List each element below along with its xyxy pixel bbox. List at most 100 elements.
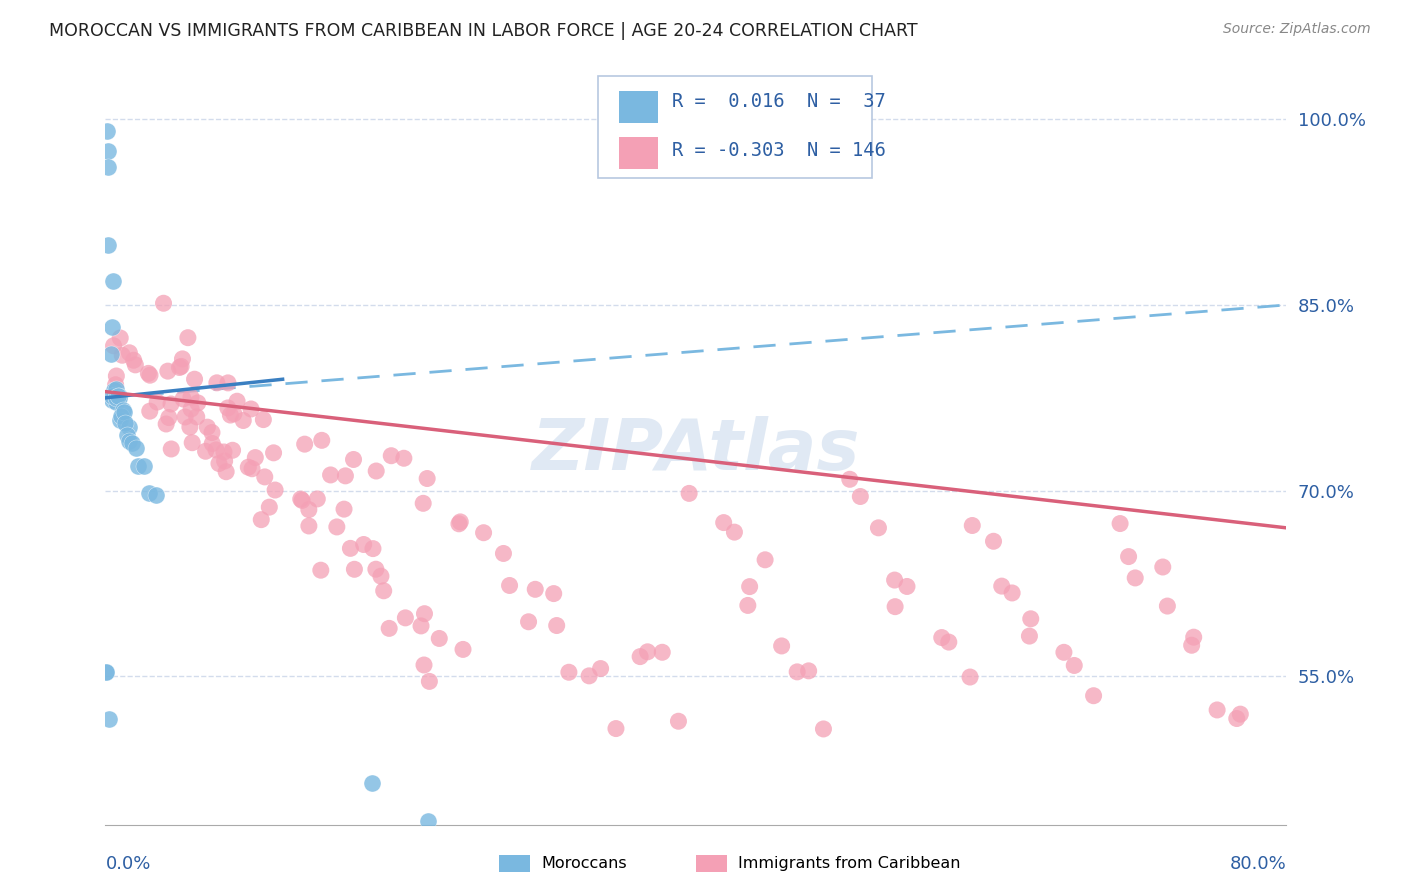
Point [177, 331, 200, 345]
Point [962, 518, 984, 533]
Point [451, 642, 474, 657]
Point [179, 420, 201, 434]
Point [105, 391, 128, 405]
Point [205, 442, 228, 457]
Point [339, 541, 361, 556]
Point [215, 465, 238, 479]
Point [122, 353, 145, 368]
Point [409, 619, 432, 633]
Point [104, 395, 127, 409]
Point [449, 515, 471, 529]
Point [124, 358, 146, 372]
Point [291, 493, 314, 508]
Point [96, 665, 118, 679]
Point [146, 395, 169, 409]
Point [111, 348, 134, 362]
Point [111, 402, 134, 417]
Text: 80.0%: 80.0% [1230, 855, 1286, 873]
Point [797, 664, 820, 678]
Point [380, 449, 402, 463]
Point [97, 160, 120, 174]
Point [713, 516, 735, 530]
Point [416, 471, 439, 485]
Point [101, 319, 124, 334]
Point [108, 389, 131, 403]
Point [103, 339, 125, 353]
Point [107, 389, 129, 403]
Point [517, 615, 540, 629]
Point [738, 580, 761, 594]
Point [157, 410, 180, 425]
Point [770, 639, 793, 653]
Point [309, 563, 332, 577]
Point [578, 669, 600, 683]
Point [884, 599, 907, 614]
Point [201, 425, 224, 440]
Point [100, 347, 122, 361]
Point [813, 722, 835, 736]
Point [250, 513, 273, 527]
Point [115, 428, 138, 442]
Point [194, 444, 217, 458]
Point [394, 611, 416, 625]
Point [558, 665, 581, 680]
Point [605, 722, 627, 736]
Point [125, 442, 148, 456]
Point [335, 468, 357, 483]
Point [183, 372, 205, 386]
Point [145, 488, 167, 502]
Point [524, 582, 547, 597]
Point [172, 351, 194, 366]
Point [108, 413, 131, 427]
Point [307, 491, 329, 506]
Point [107, 391, 129, 405]
Point [139, 368, 162, 383]
Point [205, 376, 228, 390]
Point [427, 632, 450, 646]
Point [543, 586, 565, 600]
Point [96, 665, 118, 680]
Point [240, 401, 263, 416]
Point [361, 541, 384, 556]
Point [1018, 629, 1040, 643]
Point [413, 658, 436, 673]
Point [1001, 586, 1024, 600]
Point [97, 712, 120, 726]
Point [990, 579, 1012, 593]
Text: Immigrants from Caribbean: Immigrants from Caribbean [738, 856, 960, 871]
Point [118, 419, 141, 434]
Point [1123, 571, 1146, 585]
Point [263, 446, 285, 460]
Point [174, 409, 197, 424]
Point [326, 520, 349, 534]
Point [366, 464, 388, 478]
Point [180, 402, 202, 417]
Point [264, 483, 287, 497]
Text: 0.0%: 0.0% [105, 855, 150, 873]
Point [1182, 630, 1205, 644]
Point [214, 454, 236, 468]
Point [353, 537, 375, 551]
Point [118, 346, 141, 360]
Point [737, 599, 759, 613]
Point [418, 814, 440, 828]
Point [186, 409, 208, 424]
Point [1229, 707, 1251, 722]
Point [100, 392, 122, 407]
Point [589, 662, 612, 676]
Point [1181, 638, 1204, 652]
Point [492, 546, 515, 560]
Point [983, 534, 1005, 549]
Point [219, 408, 242, 422]
Point [290, 491, 312, 506]
Text: Moroccans: Moroccans [541, 856, 627, 871]
Text: R =  0.016  N =  37: R = 0.016 N = 37 [672, 92, 886, 111]
Point [849, 490, 872, 504]
Point [294, 437, 316, 451]
Point [105, 383, 128, 397]
Point [1156, 599, 1178, 613]
Point [252, 412, 274, 426]
Point [298, 519, 321, 533]
Point [112, 405, 135, 419]
Point [245, 450, 267, 465]
